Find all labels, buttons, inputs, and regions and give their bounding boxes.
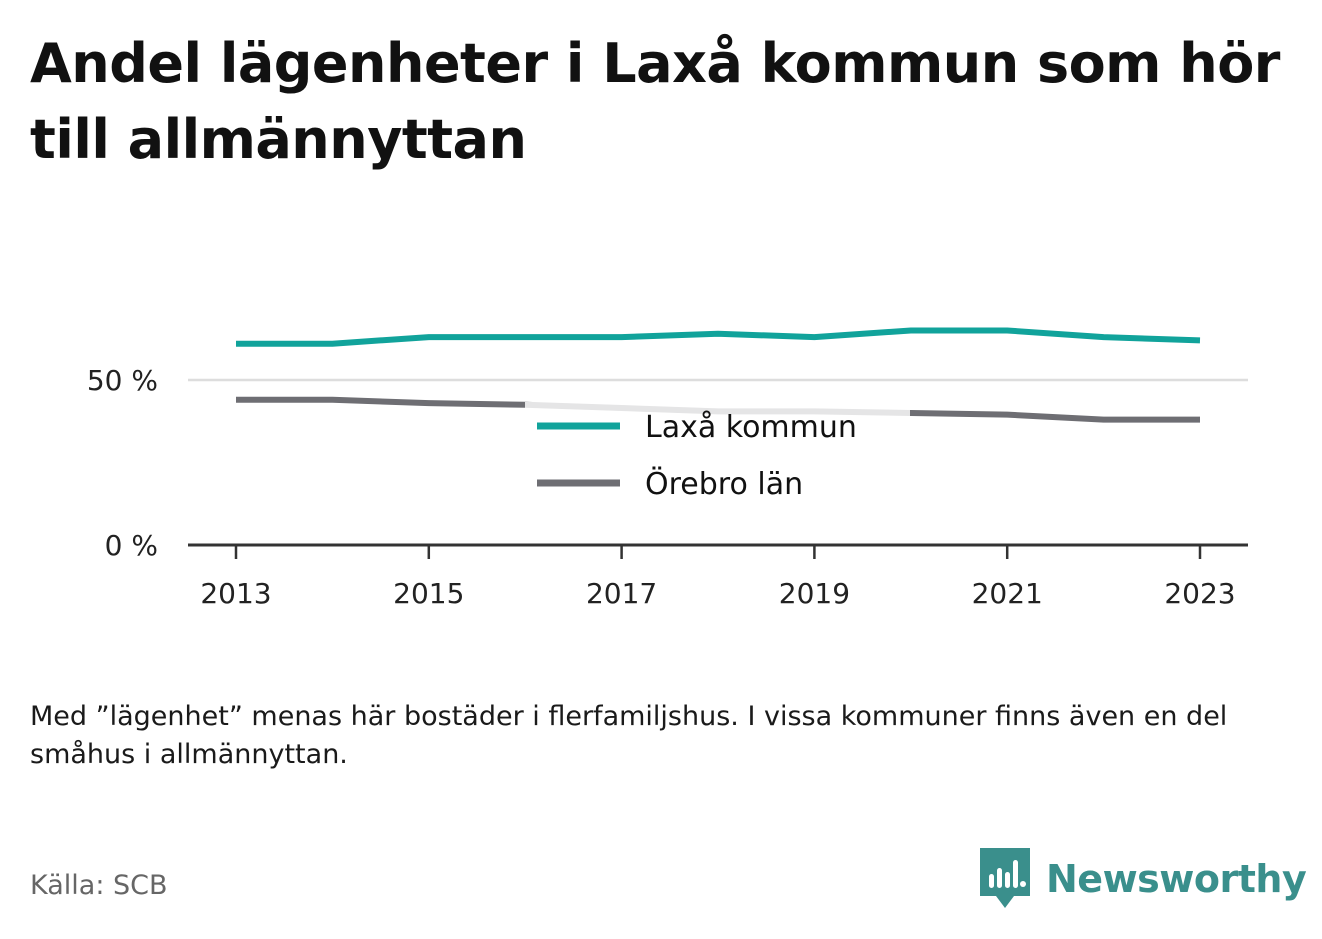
x-tick-label: 2017 — [586, 577, 657, 610]
x-tick-label: 2021 — [972, 577, 1043, 610]
legend-label: Örebro län — [645, 466, 803, 502]
brand-name: Newsworthy — [1046, 857, 1307, 901]
chart-note: Med ”lägenhet” menas här bostäder i fler… — [30, 701, 1228, 770]
x-tick-label: 2013 — [200, 577, 271, 610]
x-tick-label: 2019 — [779, 577, 850, 610]
legend-background — [525, 402, 910, 520]
y-tick-label: 0 % — [105, 529, 158, 562]
line-chart: 0 % 50 % 2013 2015 2017 2019 2021 2023 Laxå ko… — [87, 327, 1248, 610]
legend-label: Laxå kommun — [645, 410, 857, 445]
source-label: Källa: SCB — [30, 870, 168, 901]
y-axis-ticks: 0 % 50 % — [87, 364, 158, 562]
x-axis-ticks: 2013 2015 2017 2019 2021 2023 — [200, 545, 1236, 610]
x-tick-label: 2023 — [1164, 577, 1235, 610]
x-tick-label: 2015 — [393, 577, 464, 610]
newsworthy-logo: Newsworthy — [980, 848, 1307, 910]
legend: Laxå kommun Örebro län — [525, 402, 910, 520]
bar-chart-speech-bubble-icon — [980, 848, 1030, 908]
series-line-1 — [236, 327, 1201, 347]
y-tick-label: 50 % — [87, 364, 158, 397]
chart-title: Andel lägenheter i Laxå kommun som hör t… — [30, 32, 1280, 171]
